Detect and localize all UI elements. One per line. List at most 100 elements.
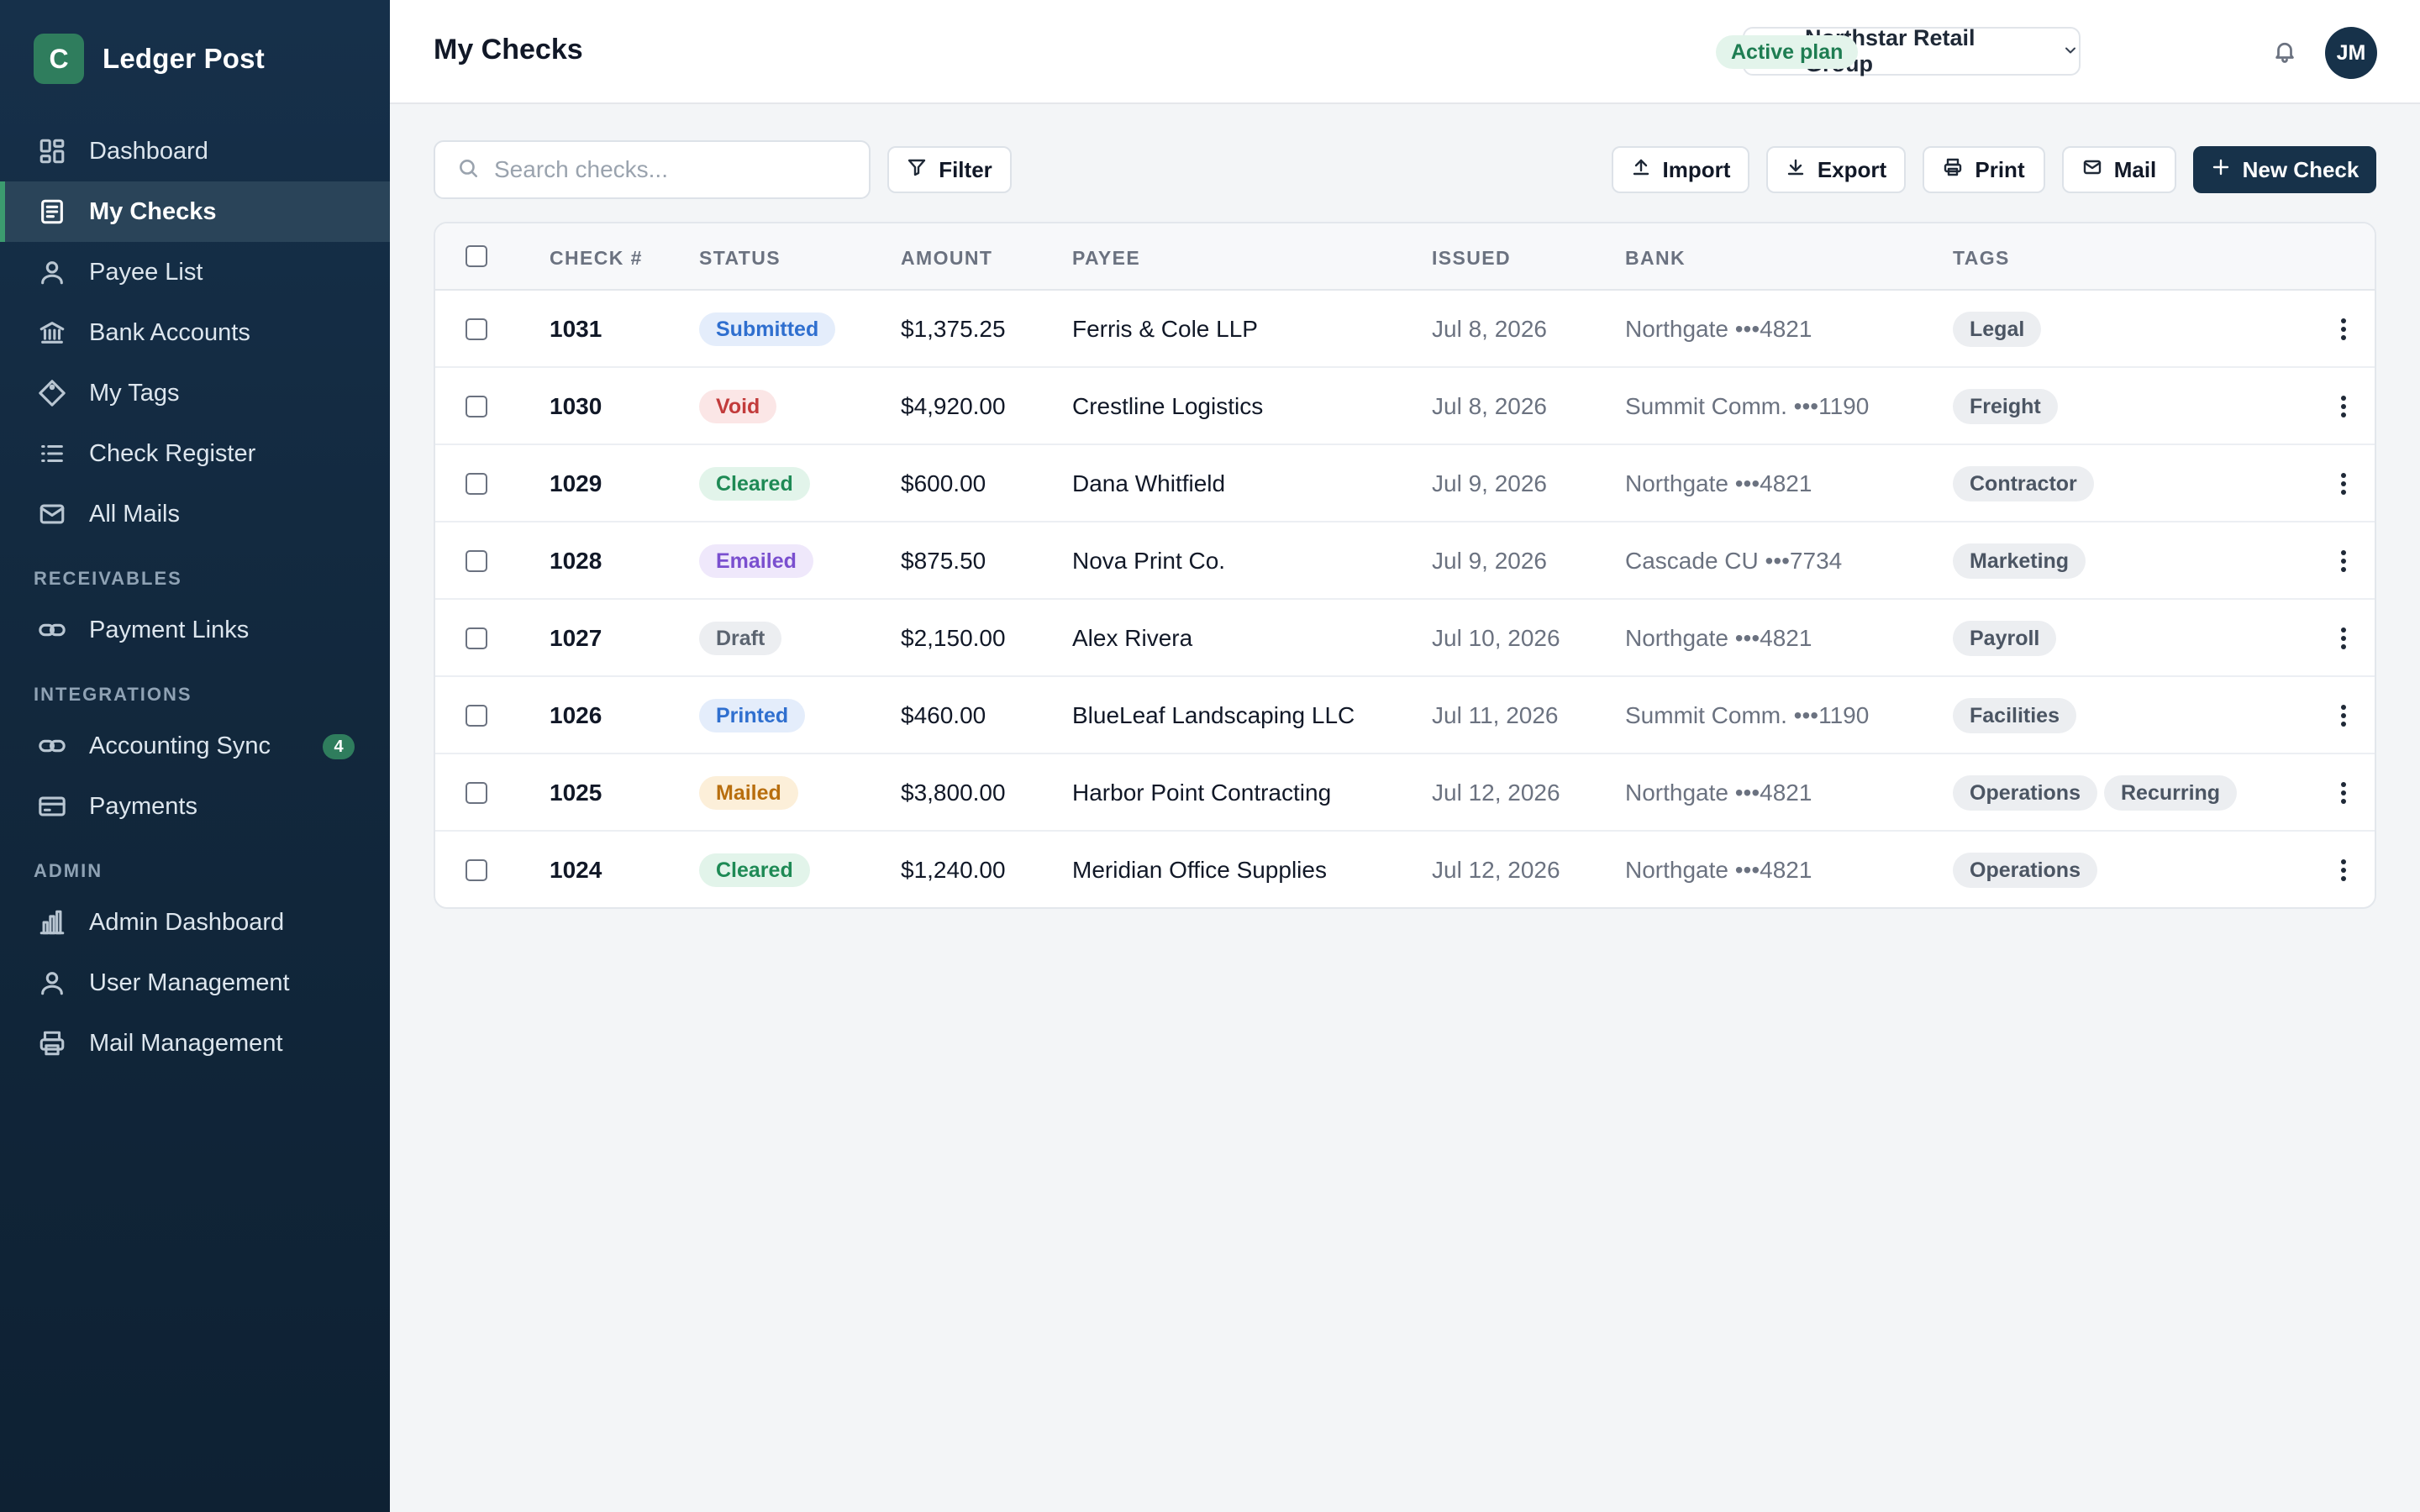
upload-icon: [1631, 157, 1651, 183]
table-row[interactable]: 1031 Submitted $1,375.25 Ferris & Cole LLP J…: [435, 291, 2375, 368]
sidebar-item-label: Admin Dashboard: [89, 908, 285, 936]
row-checkbox[interactable]: [466, 677, 487, 754]
status-cell: Void: [699, 368, 777, 445]
row-actions-button[interactable]: [2331, 291, 2356, 368]
check-number[interactable]: 1025: [550, 780, 602, 806]
table-row[interactable]: 1028 Emailed $875.50 Nova Print Co. Jul 9, 2…: [435, 522, 2375, 600]
tag-chip: Payroll: [1953, 621, 2057, 656]
sidebar-item-my-tags[interactable]: My Tags: [0, 363, 390, 423]
check-number[interactable]: 1029: [550, 470, 602, 496]
row-checkbox[interactable]: [466, 754, 487, 832]
brand[interactable]: C Ledger Post: [34, 34, 265, 84]
table-row[interactable]: 1025 Mailed $3,800.00 Harbor Point Contract…: [435, 754, 2375, 832]
more-vertical-icon: [2331, 317, 2356, 342]
filter-button[interactable]: Filter: [887, 146, 1012, 193]
status-cell: Printed: [699, 677, 806, 754]
sidebar-item-user-management[interactable]: User Management: [0, 953, 390, 1013]
print-button[interactable]: Print: [1923, 146, 2045, 193]
row-actions-button[interactable]: [2331, 522, 2356, 600]
tags-cell: Legal: [1953, 291, 2048, 368]
search-input[interactable]: [494, 156, 847, 183]
row-actions-button[interactable]: [2331, 677, 2356, 754]
check-number[interactable]: 1026: [550, 702, 602, 728]
column-header-tags[interactable]: TAGS: [1953, 247, 2010, 269]
row-checkbox[interactable]: [466, 368, 487, 445]
sidebar-nav: Dashboard My Checks Payee List Bank Acco…: [0, 121, 390, 1074]
sidebar-item-accounting-sync[interactable]: Accounting Sync 4: [0, 716, 390, 776]
new-check-button[interactable]: New Check: [2193, 146, 2376, 193]
import-button[interactable]: Import: [1612, 146, 1749, 193]
row-actions-button[interactable]: [2331, 754, 2356, 832]
status-badge: Draft: [699, 622, 782, 655]
sidebar-item-label: My Tags: [89, 379, 180, 407]
sidebar-item-payments[interactable]: Payments: [0, 776, 390, 837]
tag-chip: Marketing: [1953, 543, 2086, 579]
row-checkbox[interactable]: [466, 291, 487, 368]
check-number[interactable]: 1030: [550, 393, 602, 419]
sidebar-item-label: Check Register: [89, 439, 256, 467]
avatar[interactable]: JM: [2325, 27, 2377, 79]
row-checkbox[interactable]: [466, 600, 487, 677]
select-all-checkbox[interactable]: [466, 245, 487, 267]
table-header: CHECK # STATUS AMOUNT PAYEE ISSUED BANK …: [435, 223, 2375, 291]
bank-account: Northgate •••4821: [1625, 316, 1812, 342]
status-cell: Mailed: [699, 754, 798, 832]
mail-button[interactable]: Mail: [2062, 146, 2176, 193]
table-row[interactable]: 1027 Draft $2,150.00 Alex Rivera Jul 10, 202…: [435, 600, 2375, 677]
filter-button-label: Filter: [939, 156, 992, 182]
table-row[interactable]: 1026 Printed $460.00 BlueLeaf Landscaping L…: [435, 677, 2375, 754]
sidebar-item-mail-management[interactable]: Mail Management: [0, 1013, 390, 1074]
row-actions-button[interactable]: [2331, 600, 2356, 677]
bank-account: Northgate •••4821: [1625, 625, 1812, 651]
row-actions-button[interactable]: [2331, 368, 2356, 445]
section-heading-receivables: RECEIVABLES: [34, 568, 182, 589]
sidebar-item-payee-list[interactable]: Payee List: [0, 242, 390, 302]
status-badge: Cleared: [699, 853, 810, 887]
checks-icon: [37, 197, 67, 227]
tag-chip: Contractor: [1953, 466, 2094, 501]
sidebar-item-my-checks[interactable]: My Checks: [0, 181, 390, 242]
row-actions-button[interactable]: [2331, 445, 2356, 522]
check-number[interactable]: 1031: [550, 316, 602, 342]
row-checkbox[interactable]: [466, 522, 487, 600]
page-title: My Checks: [434, 34, 583, 66]
check-number[interactable]: 1027: [550, 625, 602, 651]
sidebar-item-bank-accounts[interactable]: Bank Accounts: [0, 302, 390, 363]
printer-icon: [1943, 157, 1963, 183]
notification-count-badge: 4: [323, 734, 355, 759]
sidebar-item-all-mails[interactable]: All Mails: [0, 484, 390, 544]
sidebar-item-label: Payments: [89, 792, 197, 820]
sidebar-item-dashboard[interactable]: Dashboard: [0, 121, 390, 181]
checks-table: CHECK # STATUS AMOUNT PAYEE ISSUED BANK …: [434, 222, 2376, 909]
export-button[interactable]: Export: [1766, 146, 1906, 193]
bank-icon: [37, 318, 67, 348]
status-cell: Draft: [699, 600, 782, 677]
payee-name: Nova Print Co.: [1072, 548, 1226, 574]
table-row[interactable]: 1024 Cleared $1,240.00 Meridian Office Supp…: [435, 832, 2375, 907]
column-header-issued[interactable]: ISSUED: [1432, 247, 1512, 269]
bank-account: Summit Comm. •••1190: [1625, 702, 1870, 728]
check-number[interactable]: 1024: [550, 857, 602, 883]
table-row[interactable]: 1030 Void $4,920.00 Crestline Logistics Jul …: [435, 368, 2375, 445]
search-box[interactable]: [434, 140, 871, 199]
brand-logo: C: [34, 34, 84, 84]
row-checkbox[interactable]: [466, 832, 487, 907]
column-header-amount[interactable]: AMOUNT: [901, 247, 993, 269]
payee-name: Ferris & Cole LLP: [1072, 316, 1258, 342]
bell-icon[interactable]: [2272, 39, 2299, 66]
amount: $875.50: [901, 548, 986, 574]
row-actions-button[interactable]: [2331, 832, 2356, 907]
sidebar-item-check-register[interactable]: Check Register: [0, 423, 390, 484]
row-checkbox[interactable]: [466, 445, 487, 522]
column-header-check-number[interactable]: CHECK #: [550, 247, 643, 269]
column-header-payee[interactable]: PAYEE: [1072, 247, 1141, 269]
tags-cell: Contractor: [1953, 445, 2101, 522]
sidebar-item-admin-dashboard[interactable]: Admin Dashboard: [0, 892, 390, 953]
amount: $600.00: [901, 470, 986, 496]
check-number[interactable]: 1028: [550, 548, 602, 574]
table-row[interactable]: 1029 Cleared $600.00 Dana Whitfield Jul 9, 2…: [435, 445, 2375, 522]
column-header-bank[interactable]: BANK: [1625, 247, 1686, 269]
download-icon: [1786, 157, 1806, 183]
column-header-status[interactable]: STATUS: [699, 247, 781, 269]
sidebar-item-payment-links[interactable]: Payment Links: [0, 600, 390, 660]
